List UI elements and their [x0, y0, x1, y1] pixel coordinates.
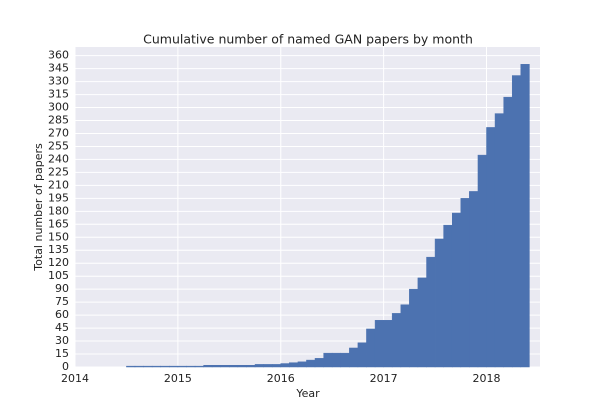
y-tick-label: 210 [48, 178, 69, 191]
bar [271, 364, 282, 368]
bar [426, 256, 436, 368]
y-tick-label: 270 [48, 126, 69, 139]
bar [169, 365, 179, 368]
y-tick-label: 15 [55, 347, 69, 360]
bar [160, 365, 170, 368]
y-tick-label: 30 [55, 334, 69, 347]
y-tick-label: 195 [48, 191, 69, 204]
bar [391, 313, 402, 368]
bar [280, 363, 290, 368]
bar [511, 75, 522, 368]
bar [263, 364, 273, 368]
bar [374, 320, 384, 368]
bar [151, 365, 161, 368]
y-tick-label: 180 [48, 204, 69, 217]
bar [143, 365, 153, 368]
bar [177, 365, 187, 368]
bar [340, 352, 350, 368]
bar [503, 96, 513, 368]
y-tick-label: 75 [55, 295, 69, 308]
bar [400, 304, 410, 368]
bar [323, 352, 333, 368]
y-tick-label: 60 [55, 308, 69, 321]
y-tick-label: 45 [55, 321, 69, 334]
bar [443, 224, 453, 368]
bar [229, 365, 239, 368]
bar [306, 359, 316, 368]
bar [126, 365, 136, 368]
bar [460, 198, 470, 368]
y-tick-label: 90 [55, 282, 69, 295]
x-tick-label: 2016 [267, 372, 295, 385]
bar [220, 365, 230, 368]
bar [314, 358, 324, 368]
bar [469, 191, 479, 368]
y-tick-label: 105 [48, 269, 69, 282]
y-tick-label: 165 [48, 217, 69, 230]
bar [331, 352, 341, 368]
bar [357, 342, 367, 368]
y-tick-label: 285 [48, 114, 69, 127]
x-axis-label: Year [295, 387, 320, 400]
bar [349, 347, 359, 368]
chart-title: Cumulative number of named GAN papers by… [143, 32, 473, 47]
y-tick-label: 300 [48, 101, 69, 114]
y-axis-label: Total number of papers [32, 143, 45, 272]
bar [520, 64, 530, 368]
bar [203, 365, 213, 368]
bar [194, 365, 204, 368]
bar [211, 365, 222, 368]
y-tick-label: 120 [48, 256, 69, 269]
bar [366, 328, 376, 368]
bar [246, 365, 256, 368]
bar [494, 113, 504, 368]
y-tick-label: 135 [48, 243, 69, 256]
x-tick-label: 2015 [164, 372, 192, 385]
bar [434, 238, 444, 368]
y-tick-label: 225 [48, 165, 69, 178]
x-tick-label: 2017 [370, 372, 398, 385]
bar [297, 361, 307, 368]
bar [254, 364, 264, 368]
y-tick-label: 315 [48, 88, 69, 101]
bar [237, 365, 247, 368]
x-tick-label: 2014 [61, 372, 89, 385]
bar [289, 362, 299, 368]
bar [417, 277, 427, 368]
y-tick-label: 330 [48, 75, 69, 88]
y-tick-label: 345 [48, 62, 69, 75]
bar [486, 127, 496, 368]
bar [134, 365, 144, 368]
x-tick-label: 2018 [473, 372, 501, 385]
bar [409, 288, 419, 368]
bar [477, 154, 487, 368]
bar [186, 365, 196, 368]
y-tick-label: 240 [48, 152, 69, 165]
y-tick-label: 150 [48, 230, 69, 243]
y-tick-label: 360 [48, 49, 69, 62]
y-tick-label: 255 [48, 139, 69, 152]
bar [383, 320, 393, 368]
bar [451, 212, 462, 368]
y-tick-label: 0 [62, 360, 69, 373]
